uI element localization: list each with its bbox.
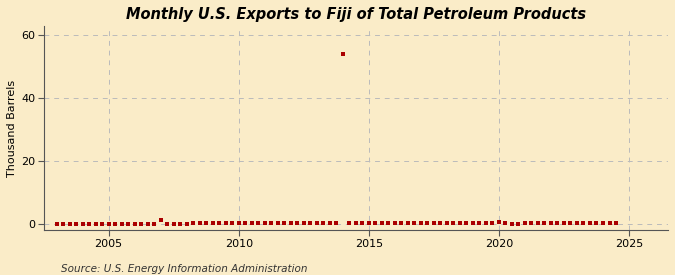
Point [363,221,374,226]
Point [162,222,173,226]
Point [77,222,88,226]
Point [71,222,82,226]
Point [142,222,153,226]
Point [175,222,186,226]
Text: Source: U.S. Energy Information Administration: Source: U.S. Energy Information Administ… [61,264,307,274]
Point [435,221,446,226]
Point [520,221,531,226]
Point [429,221,439,226]
Point [305,220,316,225]
Point [552,221,563,226]
Point [129,222,140,226]
Point [194,221,205,225]
Point [240,220,250,225]
Point [396,221,407,226]
Point [389,221,400,226]
Point [591,221,602,226]
Point [565,221,576,226]
Point [338,52,348,56]
Point [416,221,427,226]
Point [272,220,283,225]
Point [331,221,342,226]
Point [97,222,107,226]
Point [468,221,479,226]
Point [441,221,452,226]
Point [597,221,608,226]
Point [481,221,491,226]
Point [578,221,589,226]
Point [526,221,537,226]
Point [572,221,583,226]
Point [454,221,465,226]
Point [539,221,550,226]
Point [370,221,381,226]
Point [51,222,62,226]
Point [344,221,354,226]
Point [474,221,485,226]
Point [155,218,166,222]
Point [214,220,225,225]
Point [383,221,394,226]
Point [64,222,75,226]
Point [148,222,159,226]
Point [350,221,361,226]
Point [136,222,146,226]
Point [325,221,335,226]
Point [292,220,302,225]
Point [500,221,511,226]
Point [513,222,524,226]
Point [493,219,504,224]
Point [246,220,257,225]
Point [286,220,296,225]
Point [123,222,134,226]
Point [357,221,368,226]
Point [409,221,420,226]
Point [559,221,570,226]
Point [279,220,290,225]
Point [266,220,277,225]
Title: Monthly U.S. Exports to Fiji of Total Petroleum Products: Monthly U.S. Exports to Fiji of Total Pe… [126,7,586,22]
Point [220,220,231,225]
Point [182,222,192,226]
Y-axis label: Thousand Barrels: Thousand Barrels [7,80,17,177]
Point [168,222,179,226]
Point [461,221,472,226]
Point [318,221,329,226]
Point [506,222,517,226]
Point [84,222,95,226]
Point [116,222,127,226]
Point [110,222,121,226]
Point [200,221,211,225]
Point [422,221,433,226]
Point [188,221,198,225]
Point [545,221,556,226]
Point [585,221,595,226]
Point [448,221,459,226]
Point [402,221,413,226]
Point [227,220,238,225]
Point [298,220,309,225]
Point [604,221,615,226]
Point [103,222,114,226]
Point [253,220,264,225]
Point [487,221,498,226]
Point [311,221,322,226]
Point [57,222,68,226]
Point [259,220,270,225]
Point [207,220,218,225]
Point [234,220,244,225]
Point [533,221,543,226]
Point [90,222,101,226]
Point [611,221,622,226]
Point [377,221,387,226]
